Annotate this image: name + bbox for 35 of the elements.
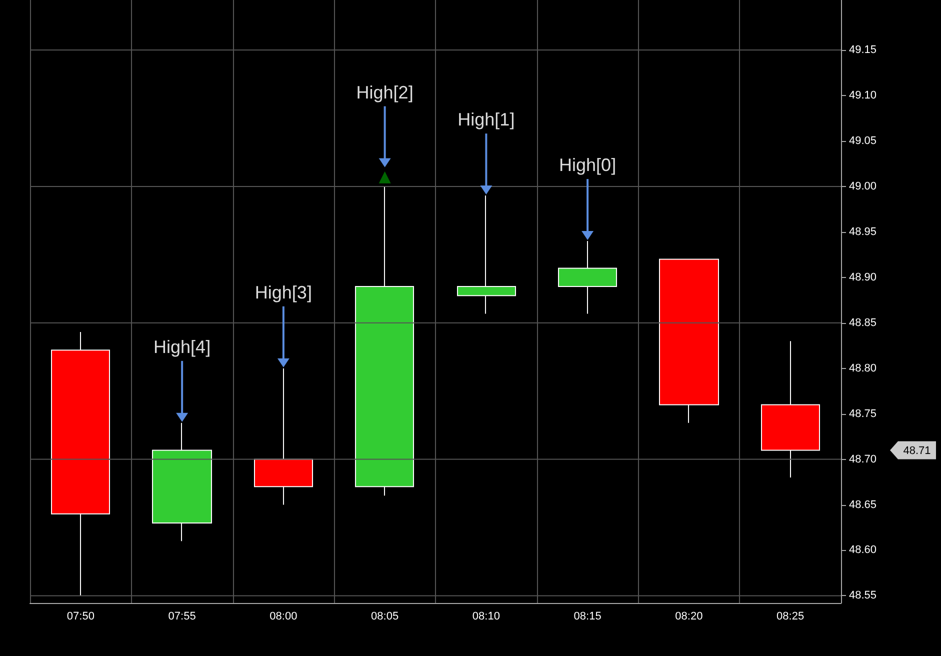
x-tick-label: 08:10: [472, 610, 500, 622]
y-tick-label: 48.65: [849, 498, 877, 511]
annotation: High[4]: [154, 336, 211, 357]
candlestick: [152, 422, 212, 542]
y-tick-label: 49.15: [849, 44, 877, 56]
y-tick-label: 48.85: [849, 316, 877, 329]
y-tick-label: 48.75: [849, 408, 877, 420]
annotation: High[0]: [559, 155, 616, 176]
text: 48.71: [903, 445, 931, 458]
candlestick: [51, 331, 110, 596]
y-tick-label: 48.70: [849, 453, 877, 466]
candlestick: [355, 186, 414, 496]
x-tick-label: 07:50: [66, 610, 94, 622]
y-tick-label: 49.10: [849, 90, 877, 102]
y-tick-label: 48.90: [849, 271, 877, 284]
candlestick: [761, 340, 820, 478]
candlestick: [254, 368, 313, 506]
y-tick-label: 49.05: [849, 134, 877, 147]
candlestick: [457, 195, 516, 314]
x-tick-label: 08:20: [675, 610, 703, 622]
x-tick-label: 08:25: [776, 610, 804, 622]
annotation: High[2]: [356, 82, 414, 102]
y-tick-label: 48.80: [849, 362, 877, 374]
y-tick-label: 49.00: [849, 180, 877, 192]
annotation: High[1]: [458, 110, 515, 130]
annotation: High[3]: [254, 282, 312, 302]
x-tick-label: 08:05: [371, 610, 399, 622]
x-tick-label: 08:15: [574, 610, 602, 622]
y-tick-label: 48.55: [849, 590, 877, 602]
y-tick-label: 48.60: [849, 544, 877, 556]
x-tick-label: 08:00: [270, 610, 298, 622]
candlestick: [659, 258, 719, 424]
x-tick-label: 07:55: [168, 610, 196, 622]
candlestick: [558, 240, 617, 314]
y-tick-label: 48.95: [849, 226, 877, 238]
